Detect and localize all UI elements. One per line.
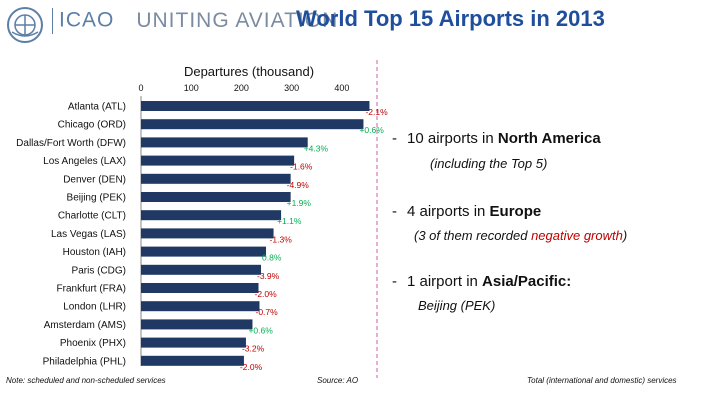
bar-7 <box>141 228 274 239</box>
brand-tagline: UNITING AVIATION <box>136 8 339 32</box>
page-title: World Top 15 Airports in 2013 <box>296 6 605 31</box>
category-label-7: Las Vegas (LAS) <box>51 229 126 240</box>
x-tick-label-4: 400 <box>334 83 349 93</box>
bar-2 <box>141 137 308 148</box>
growth-label-1: +0.6% <box>359 125 384 135</box>
bar-12 <box>141 319 253 330</box>
category-label-3: Los Angeles (LAX) <box>43 156 126 167</box>
summary-point-asia-pacific: -1 airport in Asia/Pacific: <box>392 273 572 290</box>
footer-right-note: Total (international and domestic) servi… <box>527 376 677 385</box>
summary-point-north-america: -10 airports in North America <box>392 130 601 147</box>
bar-6 <box>141 210 282 221</box>
category-label-12: Amsterdam (AMS) <box>44 320 126 331</box>
bar-4 <box>141 173 291 184</box>
footer-source: Source: AO <box>317 376 359 385</box>
category-label-6: Charlotte (CLT) <box>58 211 126 222</box>
category-label-9: Paris (CDG) <box>72 265 126 276</box>
category-label-4: Denver (DEN) <box>63 174 126 185</box>
growth-label-3: -1.6% <box>290 162 313 172</box>
x-tick-label-0: 0 <box>138 83 143 93</box>
growth-label-5: +1.9% <box>287 198 312 208</box>
growth-label-6: +1.1% <box>277 216 302 226</box>
category-label-11: London (LHR) <box>63 302 126 313</box>
category-label-0: Atlanta (ATL) <box>68 102 126 113</box>
bar-1 <box>141 119 364 130</box>
growth-label-10: -2.0% <box>254 289 277 299</box>
bar-3 <box>141 155 295 166</box>
chart-title: Departures (thousand) <box>184 64 314 79</box>
footer-note: Note: scheduled and non-scheduled servic… <box>6 376 166 385</box>
x-tick-label-2: 200 <box>234 83 249 93</box>
growth-label-0: -2.1% <box>365 107 388 117</box>
summary-sub-north-america: (including the Top 5) <box>430 156 548 171</box>
summary-point-europe: -4 airports in Europe <box>392 203 542 220</box>
x-tick-label-1: 100 <box>184 83 199 93</box>
growth-label-12: +0.6% <box>248 325 273 335</box>
bar-5 <box>141 192 291 202</box>
bar-0 <box>141 101 370 111</box>
growth-label-8: 0.8% <box>262 253 282 263</box>
category-label-5: Beijing (PEK) <box>67 193 126 204</box>
growth-label-9: -3.9% <box>257 271 280 281</box>
category-label-2: Dallas/Fort Worth (DFW) <box>16 138 126 149</box>
bar-9 <box>141 264 262 275</box>
summary-sub-asia-pacific: Beijing (PEK) <box>418 298 496 313</box>
bar-10 <box>141 283 259 293</box>
category-label-8: Houston (IAH) <box>63 247 126 258</box>
bar-8 <box>141 246 267 257</box>
bar-11 <box>141 301 260 312</box>
growth-label-4: -4.9% <box>287 180 310 190</box>
brand-separator <box>52 8 53 34</box>
bar-14 <box>141 355 244 366</box>
brand-name: ICAO <box>59 8 115 32</box>
category-label-1: Chicago (ORD) <box>58 120 126 131</box>
category-label-13: Phoenix (PHX) <box>60 338 126 349</box>
category-label-14: Philadelphia (PHL) <box>43 356 126 367</box>
brand-wordmark: ICAO UNITING AVIATION <box>52 8 338 34</box>
category-label-10: Frankfurt (FRA) <box>57 284 126 295</box>
summary-sub-europe: (3 of them recorded negative growth) <box>414 228 628 243</box>
bar-13 <box>141 337 246 348</box>
growth-label-7: -1.3% <box>270 234 293 244</box>
growth-label-14: -2.0% <box>240 362 263 372</box>
icao-emblem-icon <box>7 7 43 43</box>
x-tick-label-3: 300 <box>284 83 299 93</box>
growth-label-11: -0.7% <box>256 307 279 317</box>
growth-label-2: +4.3% <box>304 143 329 153</box>
growth-label-13: -3.2% <box>242 344 265 354</box>
